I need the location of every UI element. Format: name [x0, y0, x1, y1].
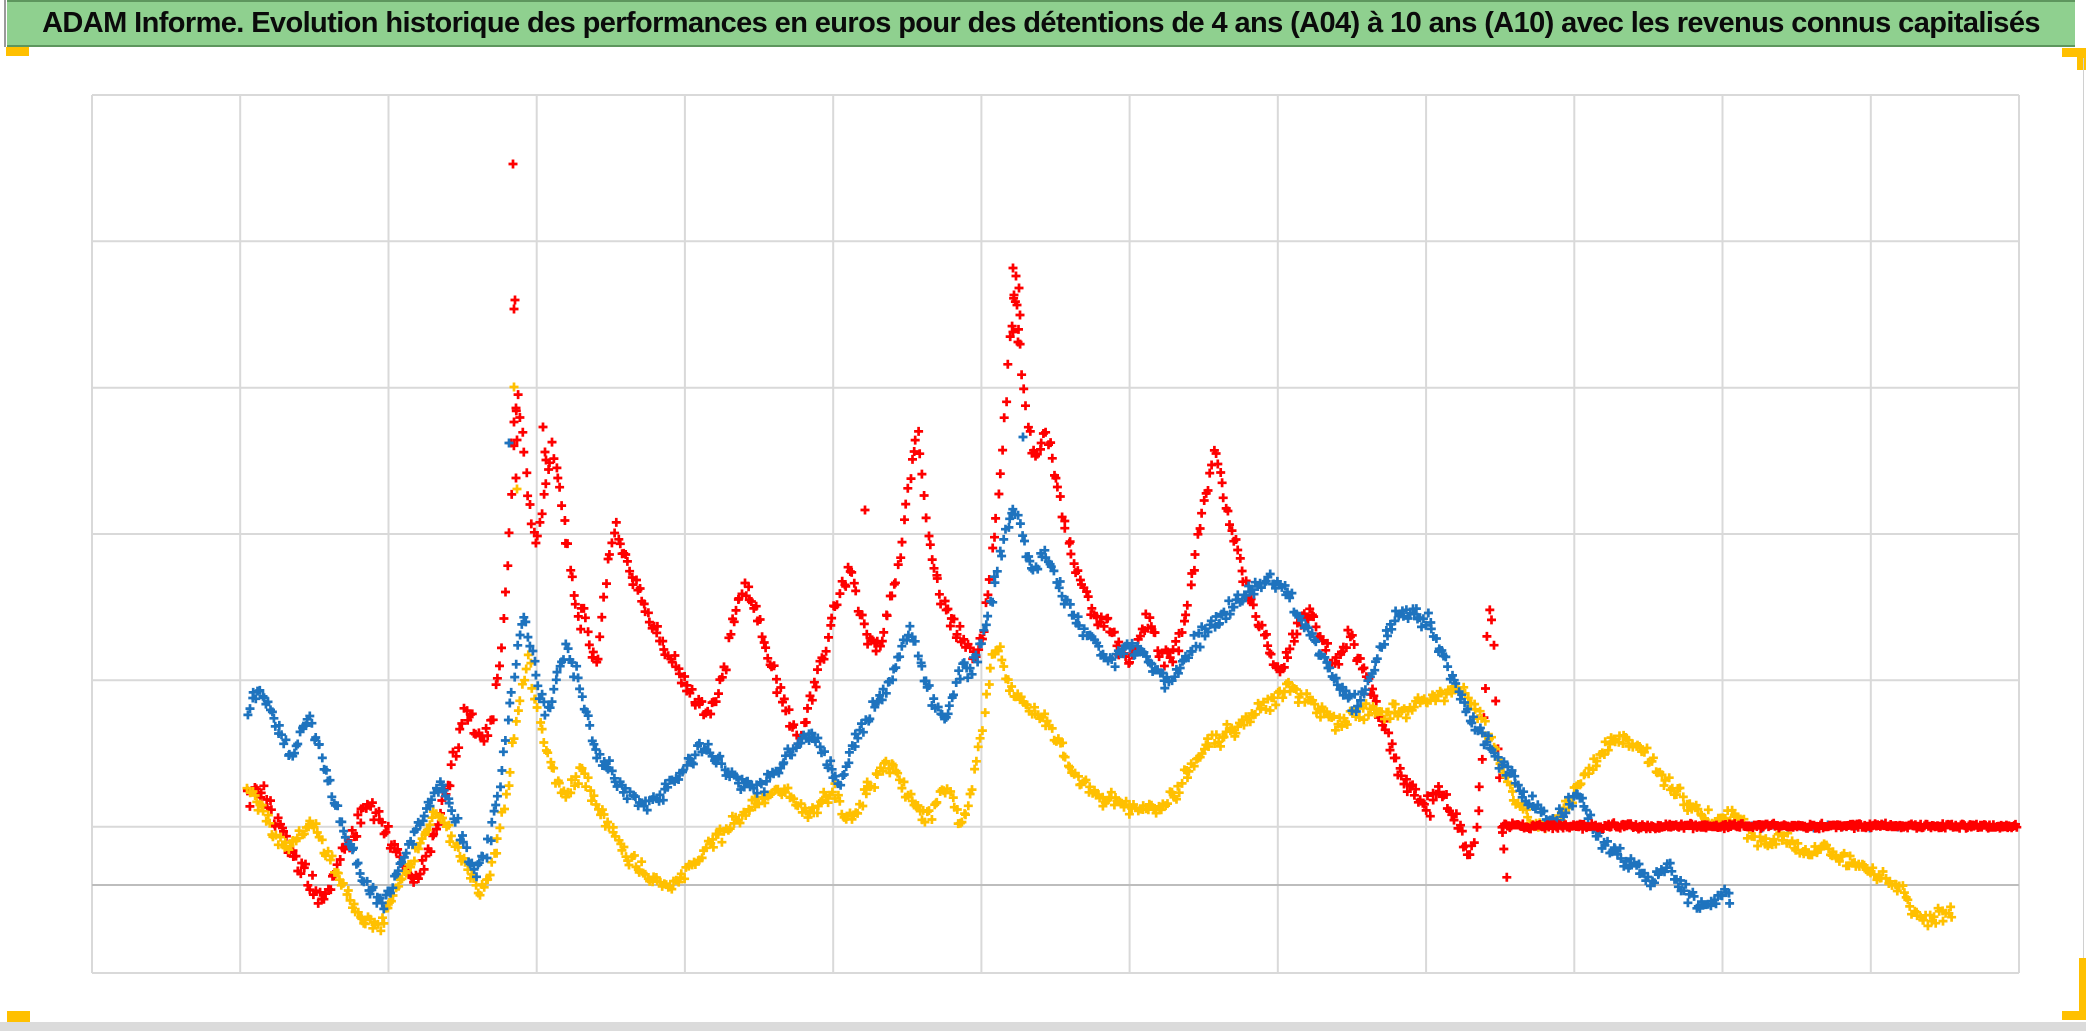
frame-corner-top-left — [6, 47, 29, 56]
frame-corner-top-right-h — [2062, 48, 2086, 57]
series-blue-points — [243, 432, 1903, 914]
frame-corner-top-right-v — [2077, 48, 2086, 70]
data-points — [242, 159, 2022, 936]
series-yellow-points — [242, 382, 1957, 936]
gridlines — [91, 94, 2020, 974]
right-edge-line — [2083, 58, 2084, 958]
series-red-flat-line — [1497, 818, 2022, 834]
title-bar: ADAM Informe. Evolution historique des p… — [7, 0, 2075, 47]
left-edge-line — [4, 0, 6, 47]
bottom-strip — [0, 1022, 2086, 1031]
frame-corner-bottom-right-v — [2079, 958, 2086, 1014]
page-title: ADAM Informe. Evolution historique des p… — [42, 7, 2040, 39]
frame-corner-bottom-right-h — [2062, 1011, 2086, 1020]
